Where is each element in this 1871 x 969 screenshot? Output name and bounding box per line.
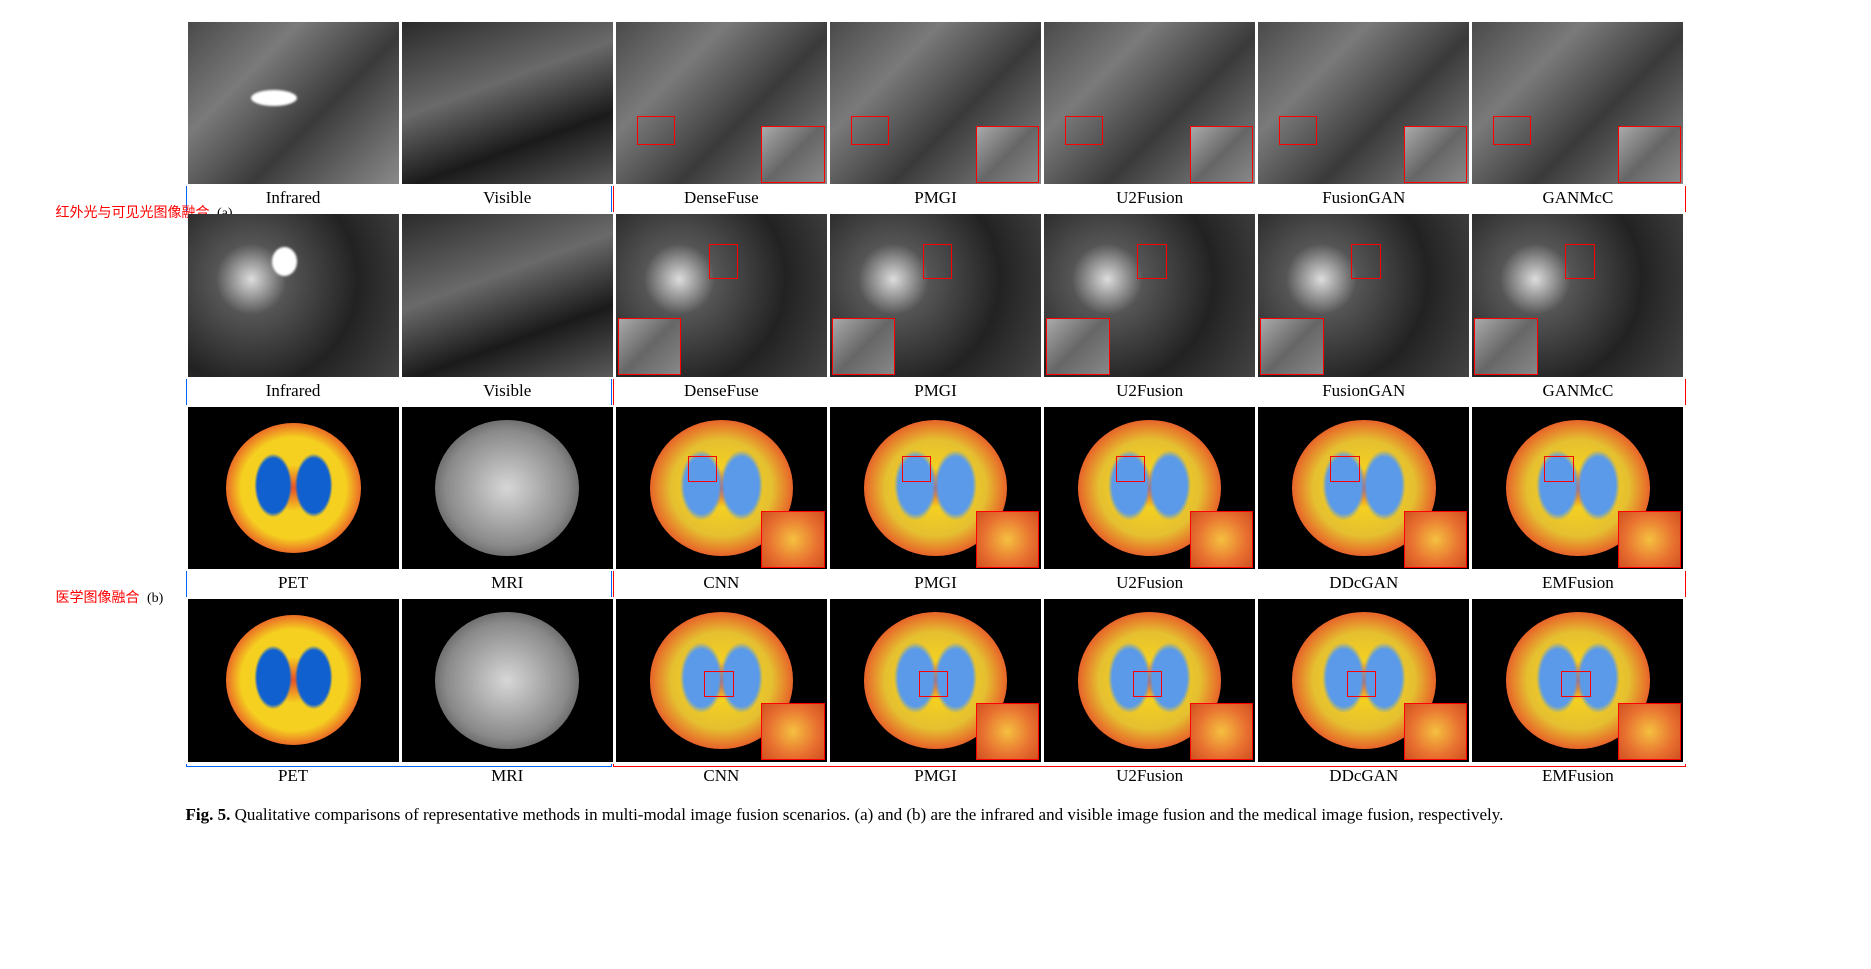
- cell-a1-u2fusion: [1044, 22, 1255, 184]
- cell-a1-visible: [402, 22, 613, 184]
- panel-a-side-text: 红外光与可见光图像融合: [56, 206, 210, 221]
- label: MRI: [402, 571, 613, 597]
- cell-b2-cnn: [616, 599, 827, 761]
- cell-a2-densefuse: [616, 214, 827, 376]
- figure-caption-text: Qualitative comparisons of representativ…: [235, 805, 1504, 824]
- label: U2Fusion: [1044, 379, 1255, 405]
- panel-b: 医学图像融合 (b) PET MRI CNN PMGI U2Fusion DDc…: [186, 405, 1686, 790]
- cell-b1-cnn: [616, 407, 827, 569]
- panel-a-row1-labels: Infrared Visible DenseFuse PMGI U2Fusion…: [186, 186, 1686, 212]
- label: PMGI: [830, 186, 1041, 212]
- label: GANMcC: [1472, 379, 1683, 405]
- panel-b-letter: (b): [147, 591, 163, 606]
- label: U2Fusion: [1044, 186, 1255, 212]
- figure-number: Fig. 5.: [186, 805, 231, 824]
- label: PMGI: [830, 379, 1041, 405]
- label: DDcGAN: [1258, 571, 1469, 597]
- label: PET: [188, 764, 399, 790]
- label: U2Fusion: [1044, 571, 1255, 597]
- panel-b-row2-grid: [186, 597, 1686, 763]
- cell-a1-ganmcc: [1472, 22, 1683, 184]
- label: DenseFuse: [616, 186, 827, 212]
- label: PMGI: [830, 571, 1041, 597]
- figure-container: 红外光与可见光图像融合 (a) I: [186, 20, 1686, 827]
- label: CNN: [616, 571, 827, 597]
- label: EMFusion: [1472, 764, 1683, 790]
- cell-b1-ddcgan: [1258, 407, 1469, 569]
- panel-a-row2-grid: [186, 212, 1686, 378]
- cell-b2-mri: [402, 599, 613, 761]
- cell-a2-ganmcc: [1472, 214, 1683, 376]
- cell-b2-emfusion: [1472, 599, 1683, 761]
- cell-b1-pet: [188, 407, 399, 569]
- label: Infrared: [188, 379, 399, 405]
- cell-a1-infrared: [188, 22, 399, 184]
- cell-a1-pmgi: [830, 22, 1041, 184]
- label: PET: [188, 571, 399, 597]
- label: DDcGAN: [1258, 764, 1469, 790]
- cell-a2-u2fusion: [1044, 214, 1255, 376]
- cell-b1-emfusion: [1472, 407, 1683, 569]
- panel-b-row1-labels: PET MRI CNN PMGI U2Fusion DDcGAN EMFusio…: [186, 571, 1686, 597]
- cell-a2-fusiongan: [1258, 214, 1469, 376]
- panel-b-row2-labels: PET MRI CNN PMGI U2Fusion DDcGAN EMFusio…: [186, 764, 1686, 790]
- label: Visible: [402, 186, 613, 212]
- label: U2Fusion: [1044, 764, 1255, 790]
- panel-a-row2-labels: Infrared Visible DenseFuse PMGI U2Fusion…: [186, 379, 1686, 405]
- cell-b2-ddcgan: [1258, 599, 1469, 761]
- label: FusionGAN: [1258, 186, 1469, 212]
- panel-a-row1-grid: [186, 20, 1686, 186]
- label: PMGI: [830, 764, 1041, 790]
- label: MRI: [402, 764, 613, 790]
- cell-a2-infrared: [188, 214, 399, 376]
- cell-b1-mri: [402, 407, 613, 569]
- label: CNN: [616, 764, 827, 790]
- label: EMFusion: [1472, 571, 1683, 597]
- panel-a: 红外光与可见光图像融合 (a) I: [186, 20, 1686, 405]
- label: Visible: [402, 379, 613, 405]
- cell-b2-pet: [188, 599, 399, 761]
- label: FusionGAN: [1258, 379, 1469, 405]
- label: DenseFuse: [616, 379, 827, 405]
- cell-a1-densefuse: [616, 22, 827, 184]
- cell-a1-fusiongan: [1258, 22, 1469, 184]
- panel-b-side-text: 医学图像融合: [56, 591, 140, 606]
- label: GANMcC: [1472, 186, 1683, 212]
- cell-a2-pmgi: [830, 214, 1041, 376]
- cell-b2-u2fusion: [1044, 599, 1255, 761]
- panel-b-side-label: 医学图像融合 (b): [56, 587, 164, 607]
- panel-b-row1-grid: [186, 405, 1686, 571]
- cell-b1-pmgi: [830, 407, 1041, 569]
- cell-b1-u2fusion: [1044, 407, 1255, 569]
- figure-caption: Fig. 5. Qualitative comparisons of repre…: [186, 802, 1686, 828]
- cell-b2-pmgi: [830, 599, 1041, 761]
- cell-a2-visible: [402, 214, 613, 376]
